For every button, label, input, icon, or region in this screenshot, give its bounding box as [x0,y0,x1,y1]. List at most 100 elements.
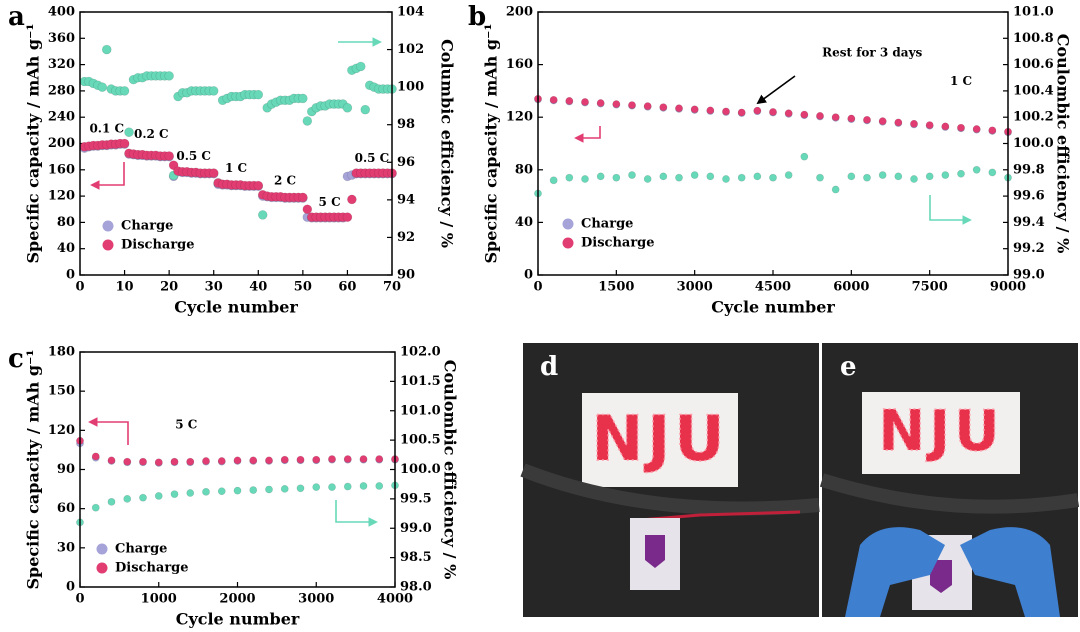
legend-marker [562,237,574,249]
plot-frame [537,11,1009,276]
data-point [164,71,174,81]
y2-tick-label: 99.5 [400,491,432,506]
data-point [737,108,746,117]
data-point [360,104,371,115]
data-point [831,113,840,122]
logo [930,560,952,593]
y2-tick-label: 102 [397,42,424,57]
data-point [328,455,336,463]
data-point [124,127,134,138]
y-tick-label: 120 [48,189,75,204]
data-point [784,109,793,118]
data-point [139,457,147,466]
logo [645,535,665,568]
data-point [265,456,273,465]
arrow [929,195,972,225]
data-point [847,114,856,123]
cable [520,463,820,516]
y-tick-label: 400 [48,5,75,20]
legend-marker [96,543,108,555]
y-axis-label: Specific capacity / mAh g⁻¹ [24,23,43,263]
photo-d [520,343,820,617]
data-point [925,172,934,181]
x-tick-label: 9000 [990,280,1026,295]
y-tick-label: 0 [524,268,533,283]
y-tick-label: 80 [515,162,533,177]
x-tick-label: 70 [383,280,401,295]
x-tick-label: 1000 [141,592,177,607]
panel-label: e [840,352,857,382]
annotation: 5 C [175,418,197,432]
data-point [164,151,174,161]
data-point [706,106,715,115]
y2-tick-label: 99.0 [400,521,432,536]
data-point [972,125,981,133]
data-point [296,484,305,493]
y2-tick-label: 98.0 [400,580,432,595]
annotation: 1 C [950,74,972,88]
data-point [280,484,289,493]
data-point [628,171,636,179]
glove [845,527,945,617]
data-point [208,168,219,178]
y2-tick-label: 99.6 [1013,189,1045,204]
annotation: 0.2 C [134,127,169,141]
data-point [298,192,308,203]
data-point [910,175,918,183]
data-point [375,482,384,490]
y2-tick-label: 92 [397,230,415,245]
panel-label: b [468,2,486,32]
panel-label: d [540,352,558,382]
data-point [249,486,258,494]
y2-tick-label: 99.0 [1013,268,1045,283]
y2-tick-label: 101.5 [400,374,441,389]
data-point [612,100,621,108]
x-tick-label: 10 [116,280,134,295]
led-sign: NJU [878,399,1003,464]
photo-e [819,343,1080,617]
data-point [170,457,179,466]
x-tick-label: 60 [338,280,356,295]
arrow [335,500,378,527]
data-point [894,118,903,127]
data-point [355,61,366,72]
data-point [328,483,336,492]
annotation: 1 C [225,161,247,175]
y-tick-label: 80 [57,215,75,230]
data-point [359,482,368,490]
panel-label: a [8,2,25,32]
arrow [90,162,125,190]
data-point [863,115,871,124]
y-tick-label: 360 [48,31,75,46]
y-tick-label: 90 [57,462,75,477]
sign-card [862,392,1020,474]
data-point [816,111,824,120]
data-point [596,99,605,107]
data-point [659,103,668,112]
data-point [342,103,353,113]
y2-tick-label: 98 [397,117,415,132]
x-axis-label: Cycle number [174,298,298,317]
data-point [612,173,621,182]
x-tick-label: 0 [75,280,84,295]
y2-tick-label: 99.8 [1013,162,1045,177]
data-point [549,95,558,104]
cable [819,473,1080,514]
y2-tick-label: 104 [397,5,424,20]
data-point [123,494,132,503]
sign-card [582,393,738,487]
y2-tick-label: 100.6 [1013,57,1054,72]
data-point [769,173,777,182]
y-tick-label: 200 [506,5,533,20]
y-tick-label: 0 [66,268,75,283]
legend-label: Discharge [121,238,195,253]
legend-label: Discharge [115,561,189,576]
x-tick-label: 3000 [298,592,334,607]
data-point [312,455,321,464]
annotation: 2 C [274,173,296,187]
data-point [298,93,308,104]
y-tick-label: 0 [66,580,75,595]
data-point [675,173,683,182]
data-point [831,185,840,194]
